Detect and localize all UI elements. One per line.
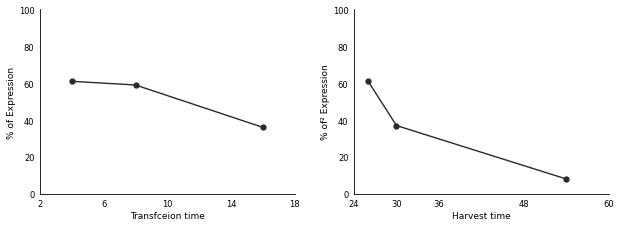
Y-axis label: % of² Expression: % of² Expression xyxy=(321,64,330,140)
Y-axis label: % of Expression: % of Expression xyxy=(7,66,16,138)
X-axis label: Transfceion time: Transfceion time xyxy=(130,211,205,220)
X-axis label: Harvest time: Harvest time xyxy=(452,211,510,220)
